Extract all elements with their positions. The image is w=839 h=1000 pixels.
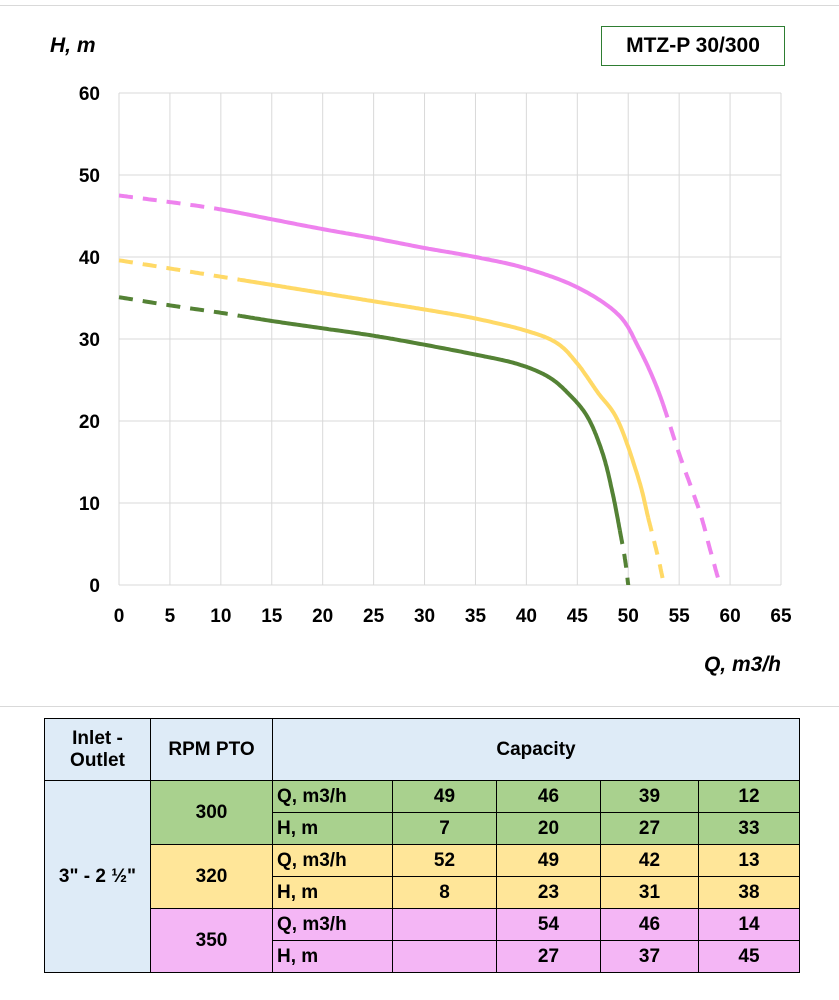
h-label: H, m xyxy=(272,876,393,909)
table-cell: 42 xyxy=(600,844,699,877)
x-tick-label: 35 xyxy=(465,606,487,627)
chart-ticks: 0 5 10 15 20 25 30 35 40 45 50 55 60 65 0 10 20 30 40 50 60 xyxy=(79,84,792,627)
table-cell: 45 xyxy=(698,940,800,973)
y-tick-label: 50 xyxy=(79,166,100,187)
chart-series xyxy=(118,193,722,586)
h-label: H, m xyxy=(272,812,393,845)
x-axis-label: Q, m3/h xyxy=(704,653,781,676)
table-cell: 49 xyxy=(496,844,601,877)
x-tick-label: 60 xyxy=(720,606,741,627)
top-divider xyxy=(0,5,839,6)
table-cell: 49 xyxy=(392,780,497,813)
table-cell: 13 xyxy=(698,844,800,877)
pump-curve-chart: 0 5 10 15 20 25 30 35 40 45 50 55 60 650102030405060 … xyxy=(50,34,792,676)
x-tick-label: 55 xyxy=(669,606,691,627)
series-line-1-dashed xyxy=(118,258,241,282)
series-line-0-dashed xyxy=(118,193,222,212)
series-line-1-dashed xyxy=(646,517,666,586)
table-cell xyxy=(392,940,497,973)
y-tick-label: 10 xyxy=(79,494,100,515)
table-cell: 52 xyxy=(392,844,497,877)
table-cell: 37 xyxy=(600,940,699,973)
chart-grid xyxy=(118,92,782,586)
x-tick-label: 25 xyxy=(363,606,385,627)
x-tick-label: 10 xyxy=(210,606,231,627)
table-cell: 46 xyxy=(496,780,601,813)
series-line-2-dashed xyxy=(118,295,241,318)
table-cell: 46 xyxy=(600,908,699,941)
x-tick-label: 5 xyxy=(165,606,176,627)
x-tick-label: 65 xyxy=(770,606,792,627)
table-cell: 38 xyxy=(698,876,800,909)
rpm-300: 300 xyxy=(150,780,273,845)
table-cell: 33 xyxy=(698,812,800,845)
rpm-350: 350 xyxy=(150,908,273,973)
y-tick-label: 20 xyxy=(79,412,100,433)
inlet-outlet-value: 3" - 2 ½" xyxy=(44,780,151,973)
table-cell: 14 xyxy=(698,908,800,941)
x-tick-label: 0 xyxy=(114,606,125,627)
rpm-320: 320 xyxy=(150,844,273,909)
table-cell: 31 xyxy=(600,876,699,909)
x-tick-label: 20 xyxy=(312,606,333,627)
x-tick-label: 50 xyxy=(618,606,639,627)
table-cell: 23 xyxy=(496,876,601,909)
series-line-2-dashed xyxy=(617,529,631,585)
y-tick-label: 60 xyxy=(79,84,100,105)
capacity-header: Capacity xyxy=(272,718,800,781)
x-tick-label: 45 xyxy=(567,606,589,627)
y-axis-label: H, m xyxy=(50,34,96,57)
table-cell: 39 xyxy=(600,780,699,813)
inlet-outlet-header: Inlet - Outlet xyxy=(44,718,151,781)
y-tick-label: 40 xyxy=(79,248,100,269)
series-line-2-solid xyxy=(239,313,622,531)
table-cell: 27 xyxy=(600,812,699,845)
table-cell xyxy=(392,908,497,941)
series-line-1-solid xyxy=(239,277,651,519)
y-tick-label: 0 xyxy=(89,576,100,597)
x-tick-label: 15 xyxy=(261,606,283,627)
performance-table: Inlet - Outlet RPM PTO Capacity 3" - 2 ½… xyxy=(44,718,800,973)
table-cell: 54 xyxy=(496,908,601,941)
q-label: Q, m3/h xyxy=(272,844,393,877)
rpm-pto-header: RPM PTO xyxy=(150,718,273,781)
q-label: Q, m3/h xyxy=(272,780,393,813)
y-tick-label: 30 xyxy=(79,330,100,351)
q-label: Q, m3/h xyxy=(272,908,393,941)
table-cell: 7 xyxy=(392,812,497,845)
series-line-0-solid xyxy=(220,207,665,405)
series-line-0-dashed xyxy=(661,403,722,586)
table-cell: 27 xyxy=(496,940,601,973)
section-divider xyxy=(0,706,839,707)
table-cell: 12 xyxy=(698,780,800,813)
x-tick-label: 40 xyxy=(516,606,537,627)
model-label: MTZ-P 30/300 xyxy=(601,26,785,66)
table-cell: 8 xyxy=(392,876,497,909)
h-label: H, m xyxy=(272,940,393,973)
x-tick-label: 30 xyxy=(414,606,435,627)
table-cell: 20 xyxy=(496,812,601,845)
